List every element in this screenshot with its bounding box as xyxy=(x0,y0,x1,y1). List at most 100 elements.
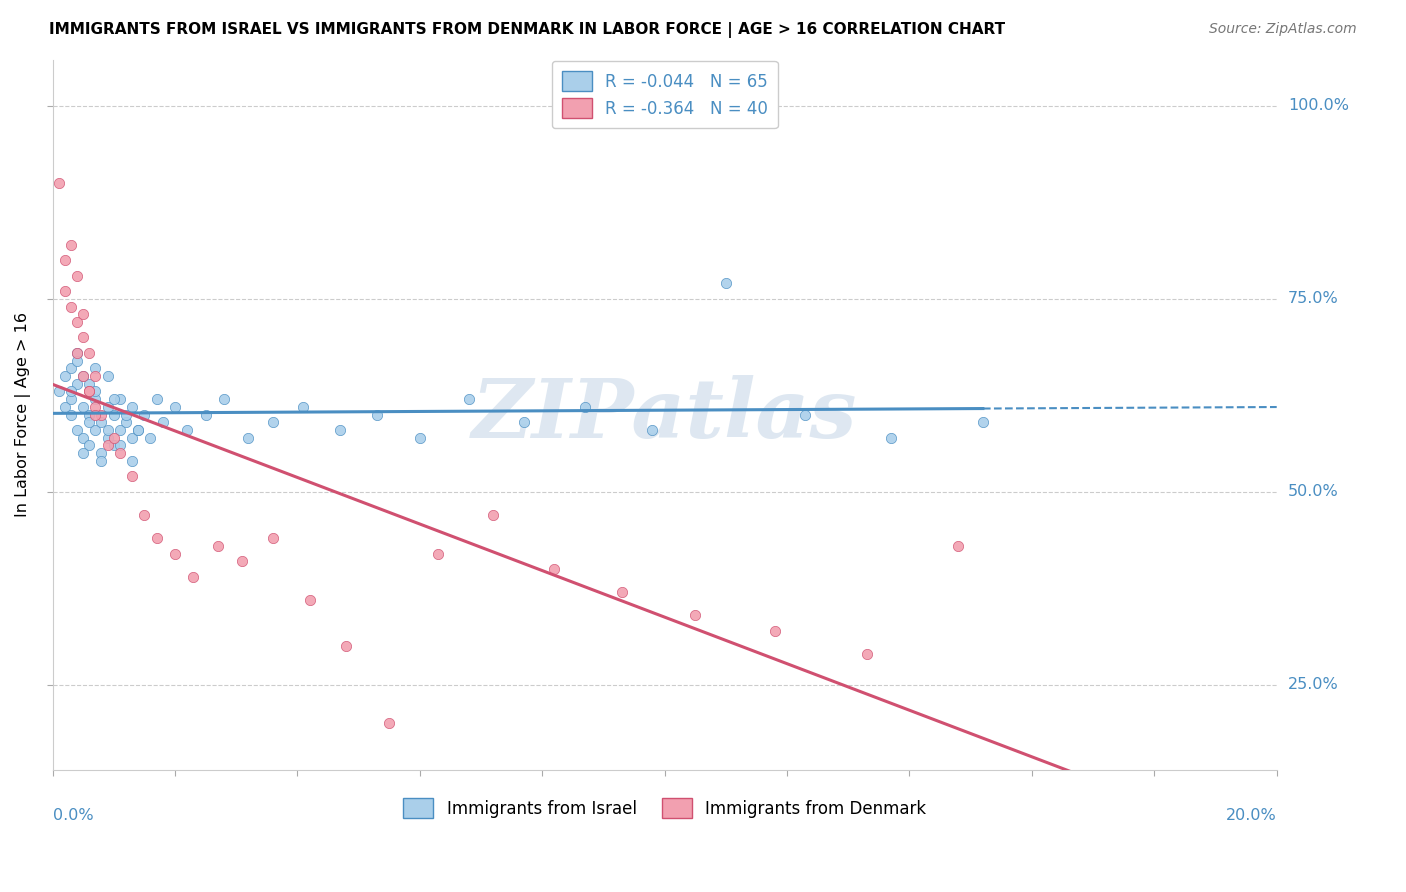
Text: 25.0%: 25.0% xyxy=(1288,677,1339,692)
Point xyxy=(90,408,112,422)
Point xyxy=(292,400,315,414)
Text: 20.0%: 20.0% xyxy=(1226,808,1277,823)
Point xyxy=(53,400,76,414)
Point xyxy=(409,431,432,445)
Point xyxy=(84,361,107,376)
Point xyxy=(66,268,89,283)
Point xyxy=(48,176,70,190)
Point xyxy=(163,547,186,561)
Point xyxy=(152,415,174,429)
Point xyxy=(77,376,100,391)
Point xyxy=(181,569,204,583)
Point xyxy=(59,237,82,252)
Point xyxy=(127,423,149,437)
Point xyxy=(48,384,70,399)
Point xyxy=(72,330,94,344)
Point xyxy=(77,384,100,399)
Point xyxy=(84,369,107,384)
Text: IMMIGRANTS FROM ISRAEL VS IMMIGRANTS FROM DENMARK IN LABOR FORCE | AGE > 16 CORR: IMMIGRANTS FROM ISRAEL VS IMMIGRANTS FRO… xyxy=(49,22,1005,38)
Point xyxy=(84,384,107,399)
Point xyxy=(972,415,994,429)
Legend: Immigrants from Israel, Immigrants from Denmark: Immigrants from Israel, Immigrants from … xyxy=(396,791,932,825)
Point xyxy=(59,300,82,314)
Point xyxy=(72,369,94,384)
Point xyxy=(145,531,167,545)
Point xyxy=(457,392,479,406)
Text: 100.0%: 100.0% xyxy=(1288,98,1348,113)
Point xyxy=(97,431,120,445)
Point xyxy=(366,408,388,422)
Point xyxy=(72,446,94,460)
Point xyxy=(714,277,737,291)
Point xyxy=(298,592,321,607)
Point xyxy=(855,647,877,661)
Point xyxy=(127,423,149,437)
Point xyxy=(103,431,125,445)
Point xyxy=(84,392,107,406)
Point xyxy=(77,438,100,452)
Point xyxy=(262,531,284,545)
Point xyxy=(482,508,505,522)
Point xyxy=(948,539,970,553)
Point xyxy=(59,384,82,399)
Point xyxy=(231,554,253,568)
Point xyxy=(90,415,112,429)
Point xyxy=(194,408,217,422)
Point xyxy=(134,508,156,522)
Point xyxy=(176,423,198,437)
Point xyxy=(59,392,82,406)
Point xyxy=(66,376,89,391)
Text: ZIPatlas: ZIPatlas xyxy=(472,375,858,455)
Point xyxy=(59,408,82,422)
Point xyxy=(115,415,138,429)
Point xyxy=(108,446,131,460)
Point xyxy=(207,539,229,553)
Point xyxy=(77,346,100,360)
Point xyxy=(97,438,120,452)
Point xyxy=(163,400,186,414)
Point xyxy=(90,454,112,468)
Point xyxy=(53,253,76,268)
Point xyxy=(574,400,596,414)
Point xyxy=(77,408,100,422)
Point xyxy=(513,415,536,429)
Point xyxy=(77,415,100,429)
Text: Source: ZipAtlas.com: Source: ZipAtlas.com xyxy=(1209,22,1357,37)
Point xyxy=(335,639,357,653)
Point xyxy=(72,307,94,321)
Point xyxy=(121,469,143,483)
Point xyxy=(66,353,89,368)
Point xyxy=(53,284,76,298)
Point xyxy=(378,716,401,731)
Point xyxy=(59,361,82,376)
Point xyxy=(212,392,235,406)
Point xyxy=(97,400,120,414)
Text: 0.0%: 0.0% xyxy=(52,808,93,823)
Point xyxy=(641,423,664,437)
Point xyxy=(121,454,143,468)
Point xyxy=(262,415,284,429)
Point xyxy=(103,392,125,406)
Point xyxy=(72,369,94,384)
Point xyxy=(103,408,125,422)
Point xyxy=(66,346,89,360)
Point xyxy=(683,608,706,623)
Point xyxy=(115,408,138,422)
Point xyxy=(238,431,260,445)
Point xyxy=(427,547,450,561)
Point xyxy=(84,408,107,422)
Point xyxy=(763,624,786,638)
Point xyxy=(90,446,112,460)
Point xyxy=(72,400,94,414)
Text: 75.0%: 75.0% xyxy=(1288,292,1339,306)
Point xyxy=(66,315,89,329)
Point xyxy=(880,431,903,445)
Point xyxy=(66,346,89,360)
Point xyxy=(329,423,352,437)
Point xyxy=(794,408,817,422)
Point xyxy=(72,431,94,445)
Point xyxy=(134,408,156,422)
Point xyxy=(121,400,143,414)
Point xyxy=(543,562,565,576)
Point xyxy=(77,384,100,399)
